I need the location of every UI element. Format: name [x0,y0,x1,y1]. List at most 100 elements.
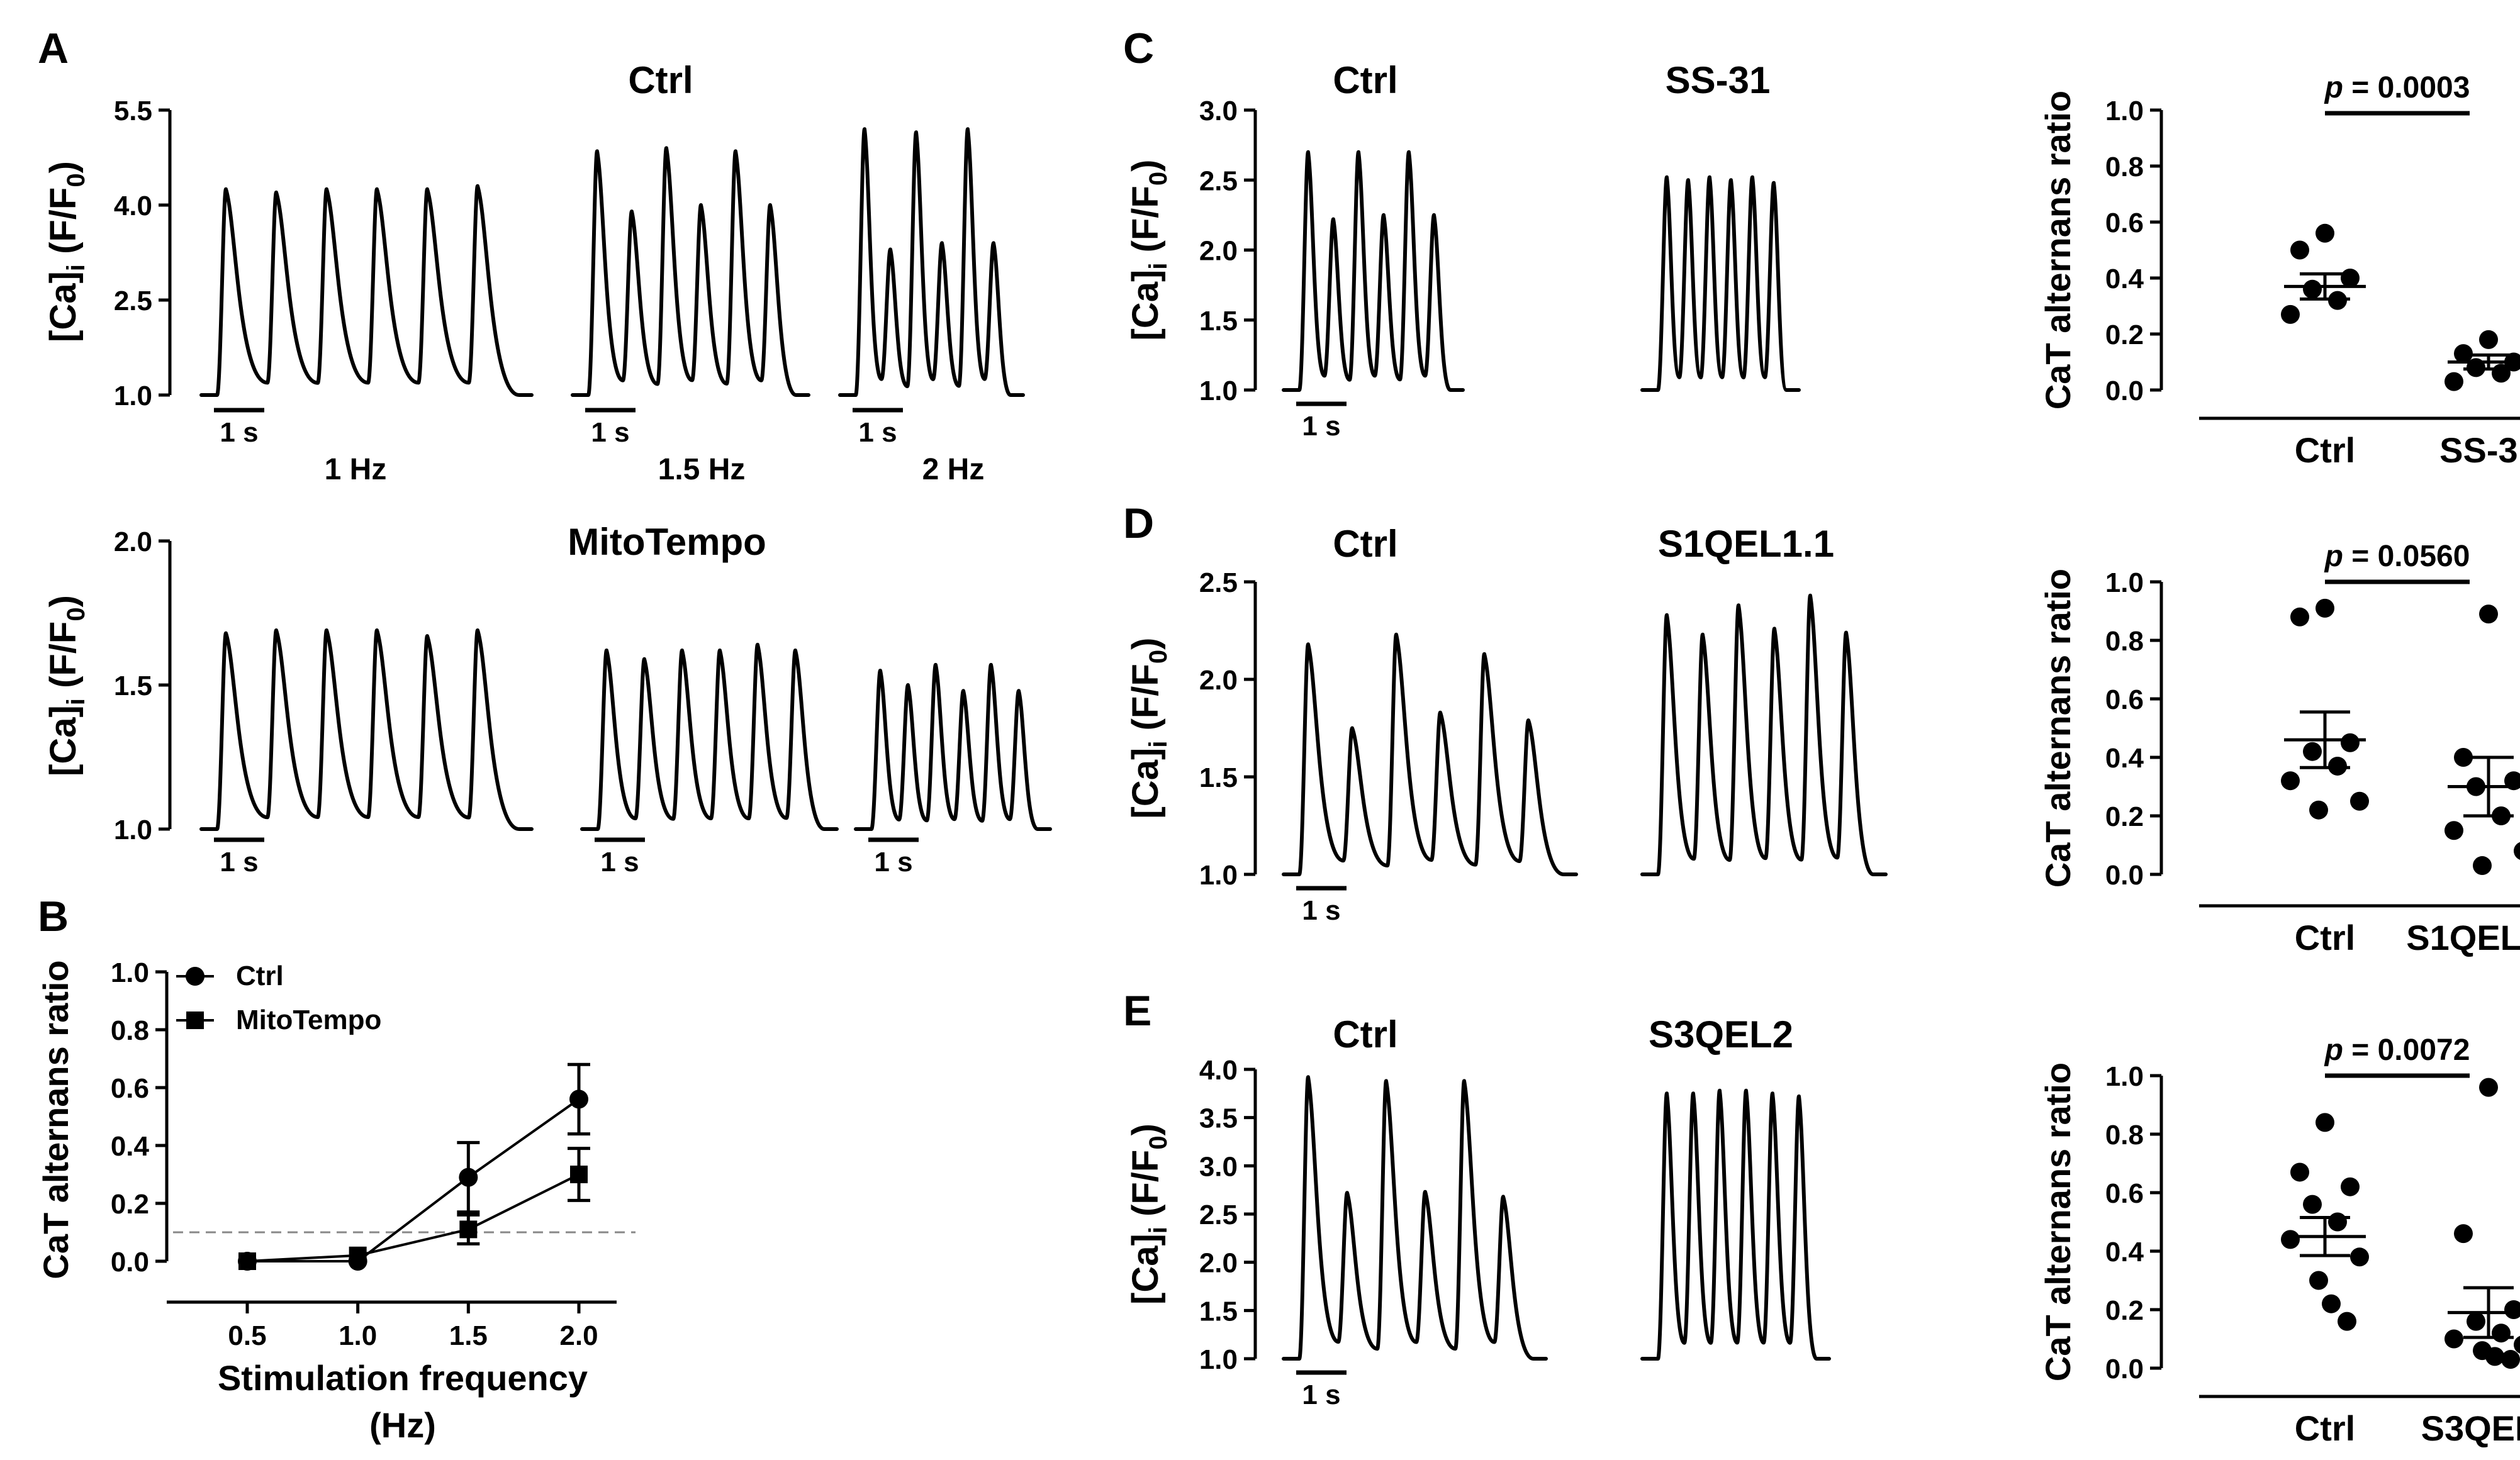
b-y-tick-label: 0.4 [111,1131,150,1162]
ylabel-subscript: 0 [1145,1135,1172,1149]
b-x-tick-label: 1.5 [449,1320,488,1351]
b-y-tick-label: 0.2 [111,1189,149,1220]
e-traces-y-tick-label: 1.5 [1199,1296,1238,1327]
scatter-category-label: Ctrl [2295,1408,2355,1448]
scatter-point [2290,607,2309,627]
scatter-point [2316,1113,2334,1132]
e-traces-y-tick-label: 2.5 [1199,1200,1238,1230]
a-ctrl-y-tick-label: 1.0 [114,381,152,411]
e-scatter-y-tick-label: 0.6 [2105,1178,2144,1209]
trace-title-ctrl: Ctrl [1333,59,1397,101]
legend-label-mitotempo: MitoTempo [236,1005,381,1035]
b-x-tick-label: 1.0 [339,1320,377,1351]
scatter-point [2473,856,2492,876]
p-value-number: = 0.0072 [2351,1034,2470,1067]
ylabel-subscript: 0 [62,607,90,621]
scatter-point [2514,842,2520,860]
frequency-label: 2 Hz [922,453,985,486]
scatter-category-label: SS-31 [2439,430,2520,470]
scatter-point [2467,1312,2485,1331]
scatter-point [2290,1162,2309,1182]
d-traces-y-tick-label: 1.0 [1199,860,1238,891]
ylabel-part: ) [43,595,84,607]
ylabel-part: ) [1125,638,1166,650]
e-traces-ylabel: [Ca]i (F/F0) [1125,1123,1172,1305]
p-value: p = 0.0560 [2324,540,2470,573]
trace-title-treatment: S1QEL1.1 [1658,523,1834,565]
b-ylabel: CaT alternans ratio [36,960,76,1279]
scatter-point [2341,1177,2360,1196]
scatter-point [2290,240,2309,260]
scatter-point [2303,1195,2322,1214]
b-point-ctrl [569,1089,588,1109]
e-scatter-y-tick-label: 1.0 [2105,1061,2144,1092]
scatter-point [2444,821,2463,840]
scatter-point [2309,800,2328,820]
scatter-point [2328,1212,2347,1232]
trace-title-ctrl: Ctrl [1333,523,1397,565]
scale-bar-label: 1 s [1302,411,1340,442]
panel-label-e: E [1123,987,1151,1035]
scatter-point [2316,223,2334,243]
scatter-ylabel: CaT alternans ratio [2038,1062,2078,1381]
b-y-tick-label: 0.6 [111,1073,149,1104]
scatter-point [2338,1312,2356,1331]
scale-bar-label: 1 s [220,847,258,878]
e-traces-y-tick-label: 4.0 [1199,1055,1238,1086]
ca-trace [1282,632,1578,876]
c-traces-y-tick-label: 2.0 [1199,236,1238,267]
ca-trace [1282,150,1465,392]
d-scatter-y-tick-label: 0.8 [2105,626,2144,657]
scatter-point [2501,1350,2520,1369]
ylabel-part: [Ca] [43,271,84,342]
scatter-point [2492,364,2511,383]
c-traces-y-tick-label: 2.5 [1199,165,1238,196]
panel-label-c: C [1123,25,1154,72]
ylabel-part: (F/F [1125,1150,1166,1227]
e-traces-y-tick-label: 1.0 [1199,1344,1238,1375]
a-mito-y-tick-label: 1.5 [114,671,152,701]
scatter-point [2303,279,2322,299]
c-scatter-y-tick-label: 0.6 [2105,208,2144,238]
scatter-point [2444,1329,2463,1349]
ca-trace [838,127,1025,397]
scatter-point [2350,1247,2369,1267]
b-point-mitotempo [459,1220,478,1239]
ylabel-part: [Ca] [1125,270,1166,341]
p-value: p = 0.0072 [2324,1034,2470,1067]
frequency-label: 1.5 Hz [658,453,746,486]
scatter-ylabel: CaT alternans ratio [2038,569,2078,888]
c-scatter-y-tick-label: 0.0 [2105,376,2144,406]
ca-trace [571,146,810,397]
panel-label-d: D [1123,499,1154,547]
e-scatter-y-tick-label: 0.8 [2105,1120,2144,1151]
b-x-tick-label: 0.5 [228,1320,266,1351]
c-traces-y-tick-label: 3.0 [1199,96,1238,126]
p-symbol: p [2324,71,2352,104]
ca-trace [199,184,534,397]
legend-marker-mitotempo [186,1011,204,1029]
c-scatter-y-tick-label: 0.4 [2105,264,2144,294]
scatter-point [2444,372,2463,391]
trace-title-treatment: SS-31 [1666,59,1771,101]
ca-trace [1640,175,1801,392]
c-traces-y-tick-label: 1.0 [1199,376,1238,406]
b-series-line [247,1098,580,1262]
a-mito-y-tick-label: 1.0 [114,815,152,845]
scatter-point [2504,1300,2520,1319]
b-y-tick-label: 0.8 [111,1015,149,1046]
scatter-category-label: Ctrl [2295,430,2355,470]
d-scatter-y-tick-label: 0.4 [2105,743,2144,774]
c-traces-ylabel: [Ca]i (F/F0) [1125,160,1172,341]
ylabel-part: (F/F [1125,186,1166,262]
b-xlabel-unit: (Hz) [369,1405,436,1445]
legend-label-ctrl: Ctrl [236,961,284,991]
ylabel-part: ) [1125,1123,1166,1135]
scale-bar-label: 1 s [600,847,639,878]
scatter-point [2350,791,2369,811]
ca-trace [199,628,534,831]
ylabel-subscript: i [1145,263,1172,270]
scatter-point [2514,1335,2520,1354]
e-scatter-y-tick-label: 0.4 [2105,1237,2144,1268]
scale-bar-label: 1 s [591,417,629,448]
